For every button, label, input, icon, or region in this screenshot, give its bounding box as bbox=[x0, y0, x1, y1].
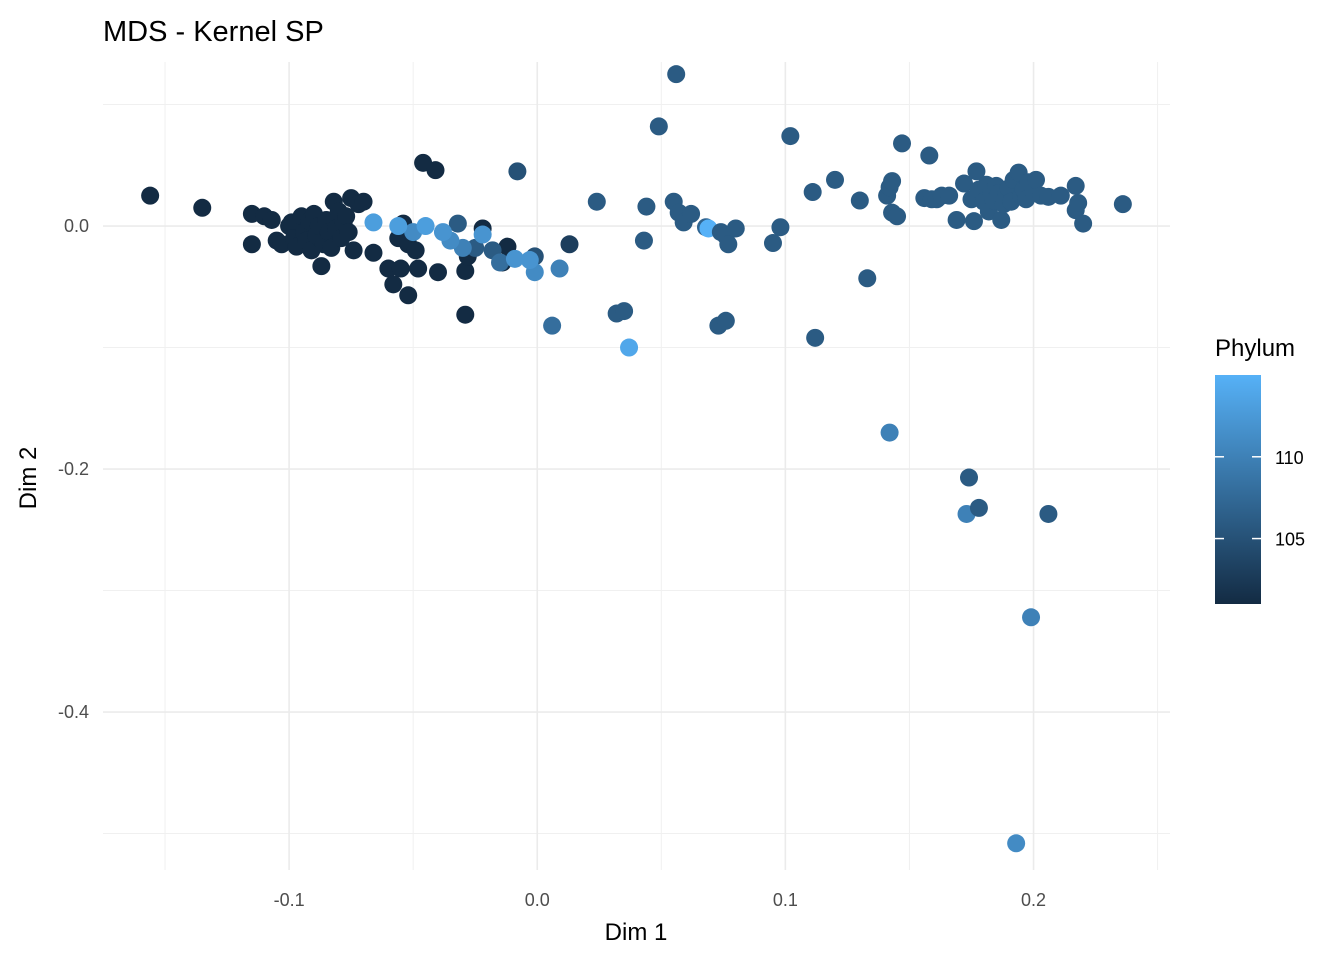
legend-title: Phylum bbox=[1215, 335, 1295, 362]
grid-major bbox=[103, 62, 1170, 870]
data-point bbox=[947, 210, 966, 229]
data-point bbox=[969, 498, 988, 517]
data-point bbox=[1022, 608, 1041, 627]
data-point bbox=[1007, 834, 1026, 853]
y-tick-label: 0.0 bbox=[64, 216, 89, 236]
y-tick-label: -0.2 bbox=[58, 459, 89, 479]
data-point bbox=[967, 162, 986, 181]
x-axis-title: Dim 1 bbox=[605, 919, 668, 946]
data-point bbox=[193, 198, 212, 217]
data-point bbox=[803, 183, 822, 202]
data-point bbox=[667, 65, 686, 84]
data-point bbox=[719, 235, 738, 254]
colorbar-tick-label: 110 bbox=[1275, 448, 1304, 468]
data-point bbox=[520, 251, 539, 270]
data-point bbox=[364, 243, 383, 262]
data-point bbox=[416, 217, 435, 236]
data-point bbox=[473, 225, 492, 244]
data-point bbox=[406, 241, 425, 260]
data-point bbox=[716, 311, 735, 330]
data-point bbox=[637, 197, 656, 216]
data-point bbox=[456, 261, 475, 280]
x-tick-label: 0.2 bbox=[1021, 890, 1046, 910]
data-point bbox=[920, 146, 939, 165]
data-point bbox=[763, 234, 782, 253]
data-point bbox=[389, 217, 408, 236]
data-point bbox=[992, 210, 1011, 229]
data-point bbox=[409, 259, 428, 278]
data-point bbox=[1027, 170, 1046, 189]
data-point bbox=[1113, 195, 1132, 214]
data-point bbox=[883, 172, 902, 191]
data-point bbox=[466, 238, 485, 257]
data-point bbox=[312, 257, 331, 276]
data-point bbox=[426, 161, 445, 180]
data-point bbox=[262, 210, 281, 229]
data-point bbox=[543, 316, 562, 335]
x-tick-label: -0.1 bbox=[274, 890, 305, 910]
data-point bbox=[508, 162, 527, 181]
data-point bbox=[428, 263, 447, 282]
chart-title: MDS - Kernel SP bbox=[103, 16, 324, 48]
y-tick-label: -0.4 bbox=[58, 702, 89, 722]
data-point bbox=[888, 207, 907, 226]
x-tick-label: 0.0 bbox=[525, 890, 550, 910]
data-point bbox=[964, 212, 983, 231]
data-point bbox=[726, 219, 745, 238]
y-axis-title: Dim 2 bbox=[15, 447, 42, 510]
data-point bbox=[771, 218, 790, 237]
legend: Phylum 105 110 bbox=[1215, 335, 1305, 604]
data-point bbox=[344, 241, 363, 260]
data-point bbox=[448, 214, 467, 233]
data-point bbox=[1066, 176, 1085, 195]
data-point bbox=[491, 253, 510, 272]
data-points bbox=[141, 65, 1132, 853]
data-point bbox=[858, 269, 877, 288]
x-axis-tick-labels: -0.1 0.0 0.1 0.2 bbox=[274, 890, 1046, 910]
data-point bbox=[379, 259, 398, 278]
data-point bbox=[1039, 504, 1058, 523]
data-point bbox=[141, 186, 160, 205]
colorbar-tick-label: 105 bbox=[1275, 530, 1305, 550]
data-point bbox=[649, 117, 668, 136]
data-point bbox=[893, 134, 912, 153]
data-point bbox=[337, 207, 356, 226]
data-point bbox=[826, 170, 845, 189]
colorbar-ticks: 105 110 bbox=[1215, 448, 1305, 550]
data-point bbox=[339, 223, 358, 242]
data-point bbox=[550, 259, 569, 278]
data-point bbox=[1074, 214, 1093, 233]
data-point bbox=[880, 423, 899, 442]
data-point bbox=[384, 275, 403, 294]
data-point bbox=[1069, 193, 1088, 212]
x-tick-label: 0.1 bbox=[773, 890, 798, 910]
data-point bbox=[560, 235, 579, 254]
grid-minor bbox=[103, 62, 1170, 870]
data-point bbox=[615, 302, 634, 321]
data-point bbox=[781, 127, 800, 146]
data-point bbox=[364, 213, 383, 232]
data-point bbox=[955, 174, 974, 193]
data-point bbox=[806, 328, 825, 347]
data-point bbox=[940, 186, 959, 205]
data-point bbox=[682, 204, 701, 223]
colorbar bbox=[1215, 375, 1261, 604]
data-point bbox=[433, 223, 452, 242]
data-point bbox=[354, 192, 373, 211]
data-point bbox=[587, 192, 606, 211]
data-point bbox=[242, 235, 261, 254]
data-point bbox=[634, 231, 653, 250]
data-point bbox=[850, 191, 869, 210]
data-point bbox=[505, 249, 524, 268]
data-point bbox=[391, 259, 410, 278]
data-point bbox=[399, 286, 418, 305]
y-axis-tick-labels: -0.4 -0.2 0.0 bbox=[58, 216, 89, 722]
data-point bbox=[1051, 186, 1070, 205]
data-point bbox=[456, 305, 475, 324]
data-point bbox=[960, 468, 979, 487]
data-point bbox=[620, 338, 639, 357]
